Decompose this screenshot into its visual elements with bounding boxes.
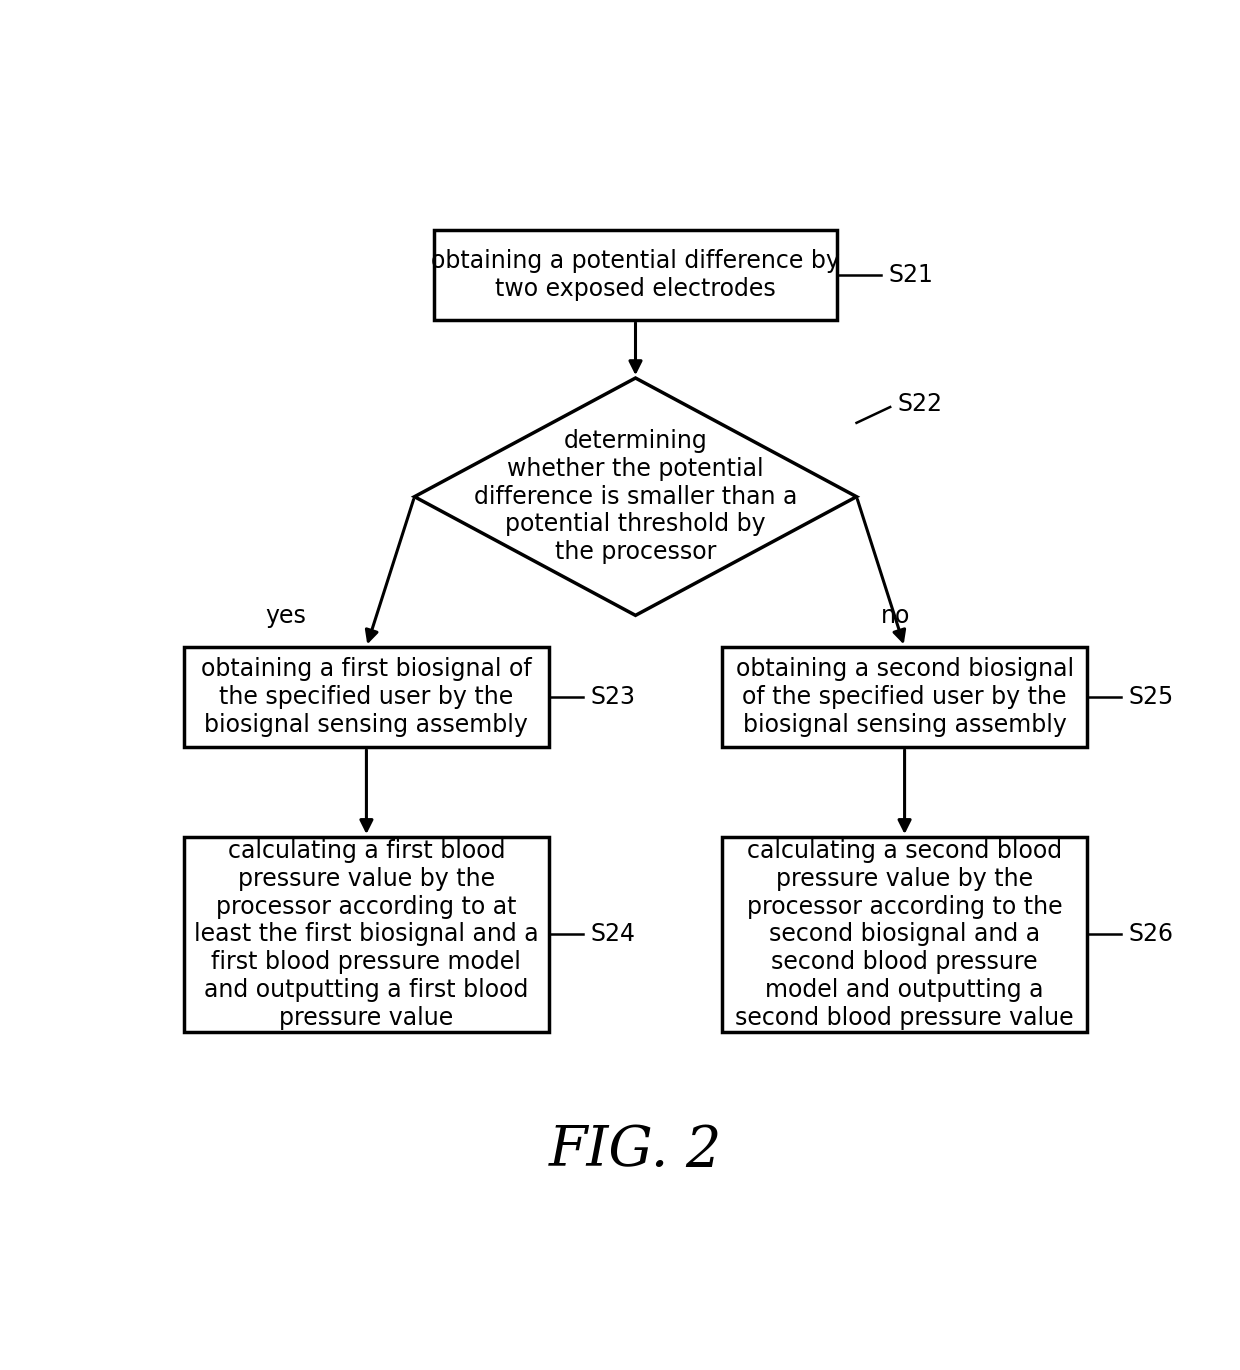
- Text: obtaining a first biosignal of
the specified user by the
biosignal sensing assem: obtaining a first biosignal of the speci…: [201, 658, 532, 737]
- Text: no: no: [880, 604, 910, 627]
- Text: yes: yes: [265, 604, 306, 627]
- Text: obtaining a potential difference by
two exposed electrodes: obtaining a potential difference by two …: [432, 249, 839, 301]
- FancyBboxPatch shape: [184, 647, 549, 747]
- FancyBboxPatch shape: [184, 837, 549, 1032]
- Text: S23: S23: [590, 685, 635, 710]
- Text: S26: S26: [1128, 922, 1173, 947]
- FancyBboxPatch shape: [434, 230, 837, 321]
- Text: S25: S25: [1128, 685, 1174, 710]
- Text: S22: S22: [898, 392, 942, 416]
- Polygon shape: [414, 378, 857, 615]
- Text: obtaining a second biosignal
of the specified user by the
biosignal sensing asse: obtaining a second biosignal of the spec…: [735, 658, 1074, 737]
- Text: FIG. 2: FIG. 2: [549, 1123, 722, 1178]
- FancyBboxPatch shape: [722, 837, 1087, 1032]
- Text: calculating a second blood
pressure value by the
processor according to the
seco: calculating a second blood pressure valu…: [735, 838, 1074, 1030]
- Text: determining
whether the potential
difference is smaller than a
potential thresho: determining whether the potential differ…: [474, 429, 797, 564]
- FancyBboxPatch shape: [722, 647, 1087, 747]
- Text: S24: S24: [590, 922, 635, 947]
- Text: calculating a first blood
pressure value by the
processor according to at
least : calculating a first blood pressure value…: [195, 838, 538, 1030]
- Text: S21: S21: [888, 263, 934, 288]
